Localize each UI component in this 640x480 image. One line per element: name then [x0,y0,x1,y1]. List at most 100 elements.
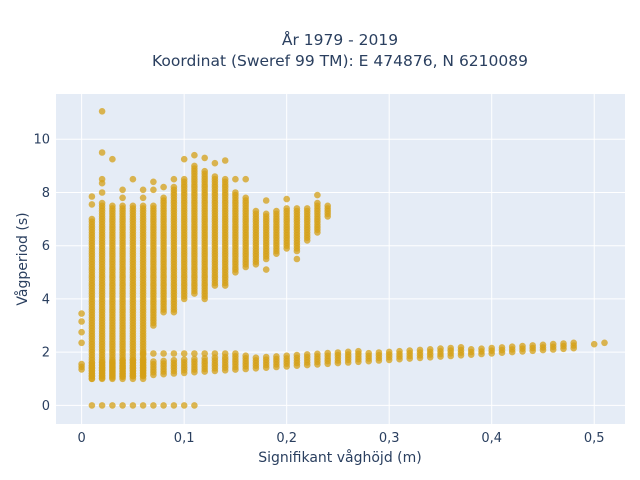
data-point [303,205,311,212]
data-point [201,167,208,175]
data-point [283,352,291,360]
data-point [262,197,270,204]
data-point [232,175,239,183]
data-point [119,402,126,409]
y-tick-label: 6 [42,239,50,254]
data-point [314,350,321,358]
data-point [160,350,167,357]
data-point [478,345,485,353]
data-point [314,199,321,207]
data-point [109,402,116,409]
data-point [221,350,229,357]
data-point [201,350,208,357]
data-point [180,155,188,163]
data-point [406,347,414,354]
x-axis-label: Signifikant våghöjd (m) [258,449,421,466]
data-point [252,354,260,362]
data-point [232,350,239,357]
data-point [303,351,311,358]
data-point [98,189,106,196]
data-point [98,108,106,115]
data-point [150,178,157,186]
data-point [293,255,301,263]
data-point [129,202,137,210]
data-point [201,154,208,162]
data-point [262,353,270,361]
data-point [273,207,280,215]
data-point [324,349,332,357]
data-point [78,328,85,336]
data-point [119,186,126,194]
data-point [78,339,85,347]
data-point [170,183,178,191]
data-point [180,350,188,357]
data-point [150,202,157,210]
data-point [160,402,167,409]
data-point [170,175,178,183]
data-point [78,360,85,368]
data-point [180,175,188,183]
data-point [150,186,157,194]
data-point [396,347,403,355]
y-tick-label: 2 [42,346,50,361]
data-point [139,350,147,357]
data-point [211,173,219,180]
data-point [232,189,239,196]
data-point [560,340,567,347]
data-point [78,318,85,325]
x-tick-label: 0,1 [174,431,195,446]
data-point [457,344,465,351]
data-point [467,346,475,353]
data-point [437,345,444,352]
data-point [221,157,229,164]
data-point [273,353,280,360]
x-tick-labels: 0 0,1 0,2 0,3 0,4 0,5 [77,431,604,446]
data-point [549,340,557,348]
data-point [211,159,219,167]
data-point [139,402,147,409]
data-point [426,346,434,353]
data-point [498,344,506,351]
data-point [88,201,96,208]
data-point [160,357,167,365]
data-point [242,352,249,360]
data-point [119,202,126,210]
data-point [601,339,608,347]
data-point [88,193,96,200]
data-point [98,175,106,183]
data-point [508,343,516,351]
data-point [88,215,96,223]
data-points [78,108,608,409]
data-point [211,350,219,357]
y-tick-label: 4 [42,292,50,307]
data-point [160,194,167,202]
data-point [150,402,157,409]
data-point [150,358,157,365]
data-point [385,348,393,356]
data-point [262,210,270,218]
data-point [242,194,249,202]
data-point [139,186,147,194]
data-point [139,202,147,210]
data-point [170,356,178,364]
chart-title-line-2: Koordinat (Sweref 99 TM): E 474876, N 62… [152,52,528,70]
data-point [129,402,137,409]
data-point [355,347,362,355]
x-tick-label: 0,2 [276,431,297,446]
y-tick-label: 8 [42,186,50,201]
data-point [519,342,526,350]
data-point [447,344,455,352]
data-point [314,191,321,199]
data-point [201,355,208,362]
x-tick-label: 0 [77,431,85,446]
data-point [98,199,106,207]
data-point [416,346,424,354]
data-point [293,351,301,359]
data-point [98,149,106,156]
data-point [283,195,291,203]
data-point [88,402,96,409]
x-tick-label: 0,5 [584,431,605,446]
data-point [191,151,198,159]
x-tick-label: 0,3 [379,431,400,446]
data-point [150,350,157,357]
